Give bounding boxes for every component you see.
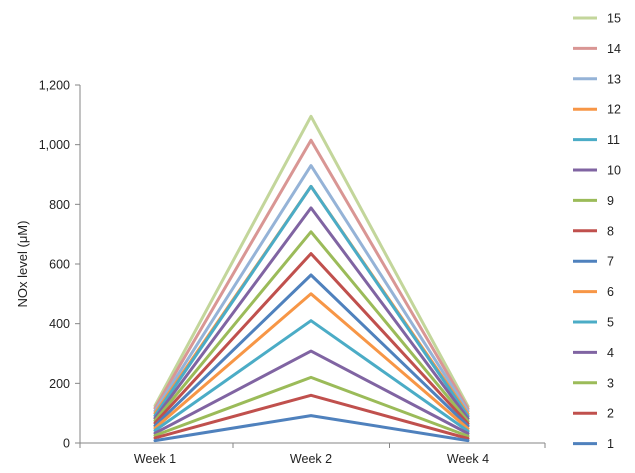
series-line-6 <box>153 292 470 431</box>
legend-label-13: 13 <box>607 72 621 86</box>
x-tick-label: Week 2 <box>290 452 332 466</box>
legend-label-4: 4 <box>607 346 614 360</box>
legend-label-8: 8 <box>607 224 614 238</box>
legend-label-6: 6 <box>607 285 614 299</box>
x-tick-label: Week 1 <box>134 452 176 466</box>
y-tick-label: 1,000 <box>39 138 70 152</box>
series-line-10 <box>153 206 470 420</box>
legend-label-14: 14 <box>607 42 621 56</box>
series-layer <box>153 114 470 443</box>
series-line-5 <box>153 319 470 433</box>
series-line-3 <box>153 375 470 438</box>
legend-label-2: 2 <box>607 407 614 421</box>
series-line-14 <box>153 138 470 411</box>
y-tick-label: 800 <box>49 198 70 212</box>
axes: 0 200 400 600 800 1,000 1,200 Week 1 Week 2 Week … <box>15 79 546 466</box>
y-tick-label: 600 <box>49 258 70 272</box>
series-line-9 <box>153 230 470 423</box>
legend-label-15: 15 <box>607 12 621 26</box>
legend-label-3: 3 <box>607 376 614 390</box>
series-line-2 <box>153 393 470 440</box>
series-line-7 <box>153 273 470 428</box>
legend-label-7: 7 <box>607 255 614 269</box>
series-line-4 <box>153 349 470 435</box>
y-axis-title: NOx level (μM) <box>15 221 30 308</box>
legend-label-11: 11 <box>607 133 620 147</box>
series-line-8 <box>153 252 470 426</box>
y-tick-label: 1,200 <box>39 79 70 93</box>
series-line-1 <box>153 414 470 443</box>
legend-label-10: 10 <box>607 164 621 178</box>
series-line-11 <box>153 184 470 418</box>
legend-label-5: 5 <box>607 316 614 330</box>
legend-label-1: 1 <box>607 437 614 451</box>
legend-label-12: 12 <box>607 103 621 117</box>
legend: 15 14 13 12 11 10 9 8 7 6 5 4 3 2 1 <box>573 12 621 451</box>
x-tick-label: Week 4 <box>447 452 489 466</box>
y-tick-label: 400 <box>49 317 70 331</box>
y-tick-label: 0 <box>63 437 70 451</box>
legend-label-9: 9 <box>607 194 614 208</box>
y-tick-label: 200 <box>49 377 70 391</box>
series-line-13 <box>153 164 470 413</box>
series-line-15 <box>153 114 470 408</box>
